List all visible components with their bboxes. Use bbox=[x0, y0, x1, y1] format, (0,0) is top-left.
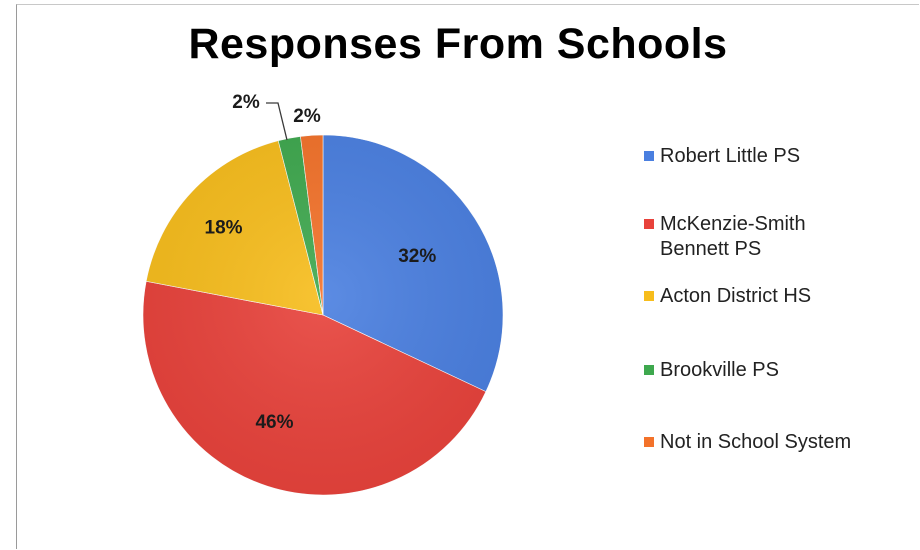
data-label-acton-district-hs: 18% bbox=[205, 217, 243, 238]
data-label-brookville-ps: 2% bbox=[232, 92, 260, 113]
data-label-robert-little-ps: 32% bbox=[398, 246, 436, 267]
legend-swatch bbox=[644, 151, 654, 161]
legend-item-brookville-ps: Brookville PS bbox=[644, 358, 914, 383]
legend-swatch bbox=[644, 219, 654, 229]
legend-item-not-in-school-system: Not in School System bbox=[644, 430, 914, 455]
legend-swatch bbox=[644, 437, 654, 447]
legend-swatch bbox=[644, 291, 654, 301]
legend-label: McKenzie-Smith Bennett PS bbox=[660, 213, 806, 260]
legend-label: Not in School System bbox=[660, 431, 852, 453]
pie-slices bbox=[142, 134, 504, 496]
legend-item-mckenzie-smith-bennett-ps: McKenzie-Smith Bennett PS bbox=[644, 212, 914, 262]
chart-title: Responses From Schools bbox=[188, 20, 728, 68]
legend-item-robert-little-ps: Robert Little PS bbox=[644, 144, 914, 169]
slice-labels: 32% 46% 18% 2% 2% bbox=[205, 92, 437, 433]
data-label-mckenzie-smith-bennett-ps: 46% bbox=[255, 412, 293, 433]
data-label-not-in-school-system: 2% bbox=[293, 106, 321, 127]
legend-label: Robert Little PS bbox=[660, 145, 801, 167]
legend-swatch bbox=[644, 365, 654, 375]
leader-line-brookville-ps bbox=[266, 102, 288, 141]
legend-item-acton-district-hs: Acton District HS bbox=[644, 284, 914, 309]
legend-label: Acton District HS bbox=[660, 285, 812, 307]
legend-label: Brookville PS bbox=[660, 359, 779, 381]
pie-shading bbox=[143, 135, 503, 495]
leader-lines bbox=[266, 102, 288, 141]
